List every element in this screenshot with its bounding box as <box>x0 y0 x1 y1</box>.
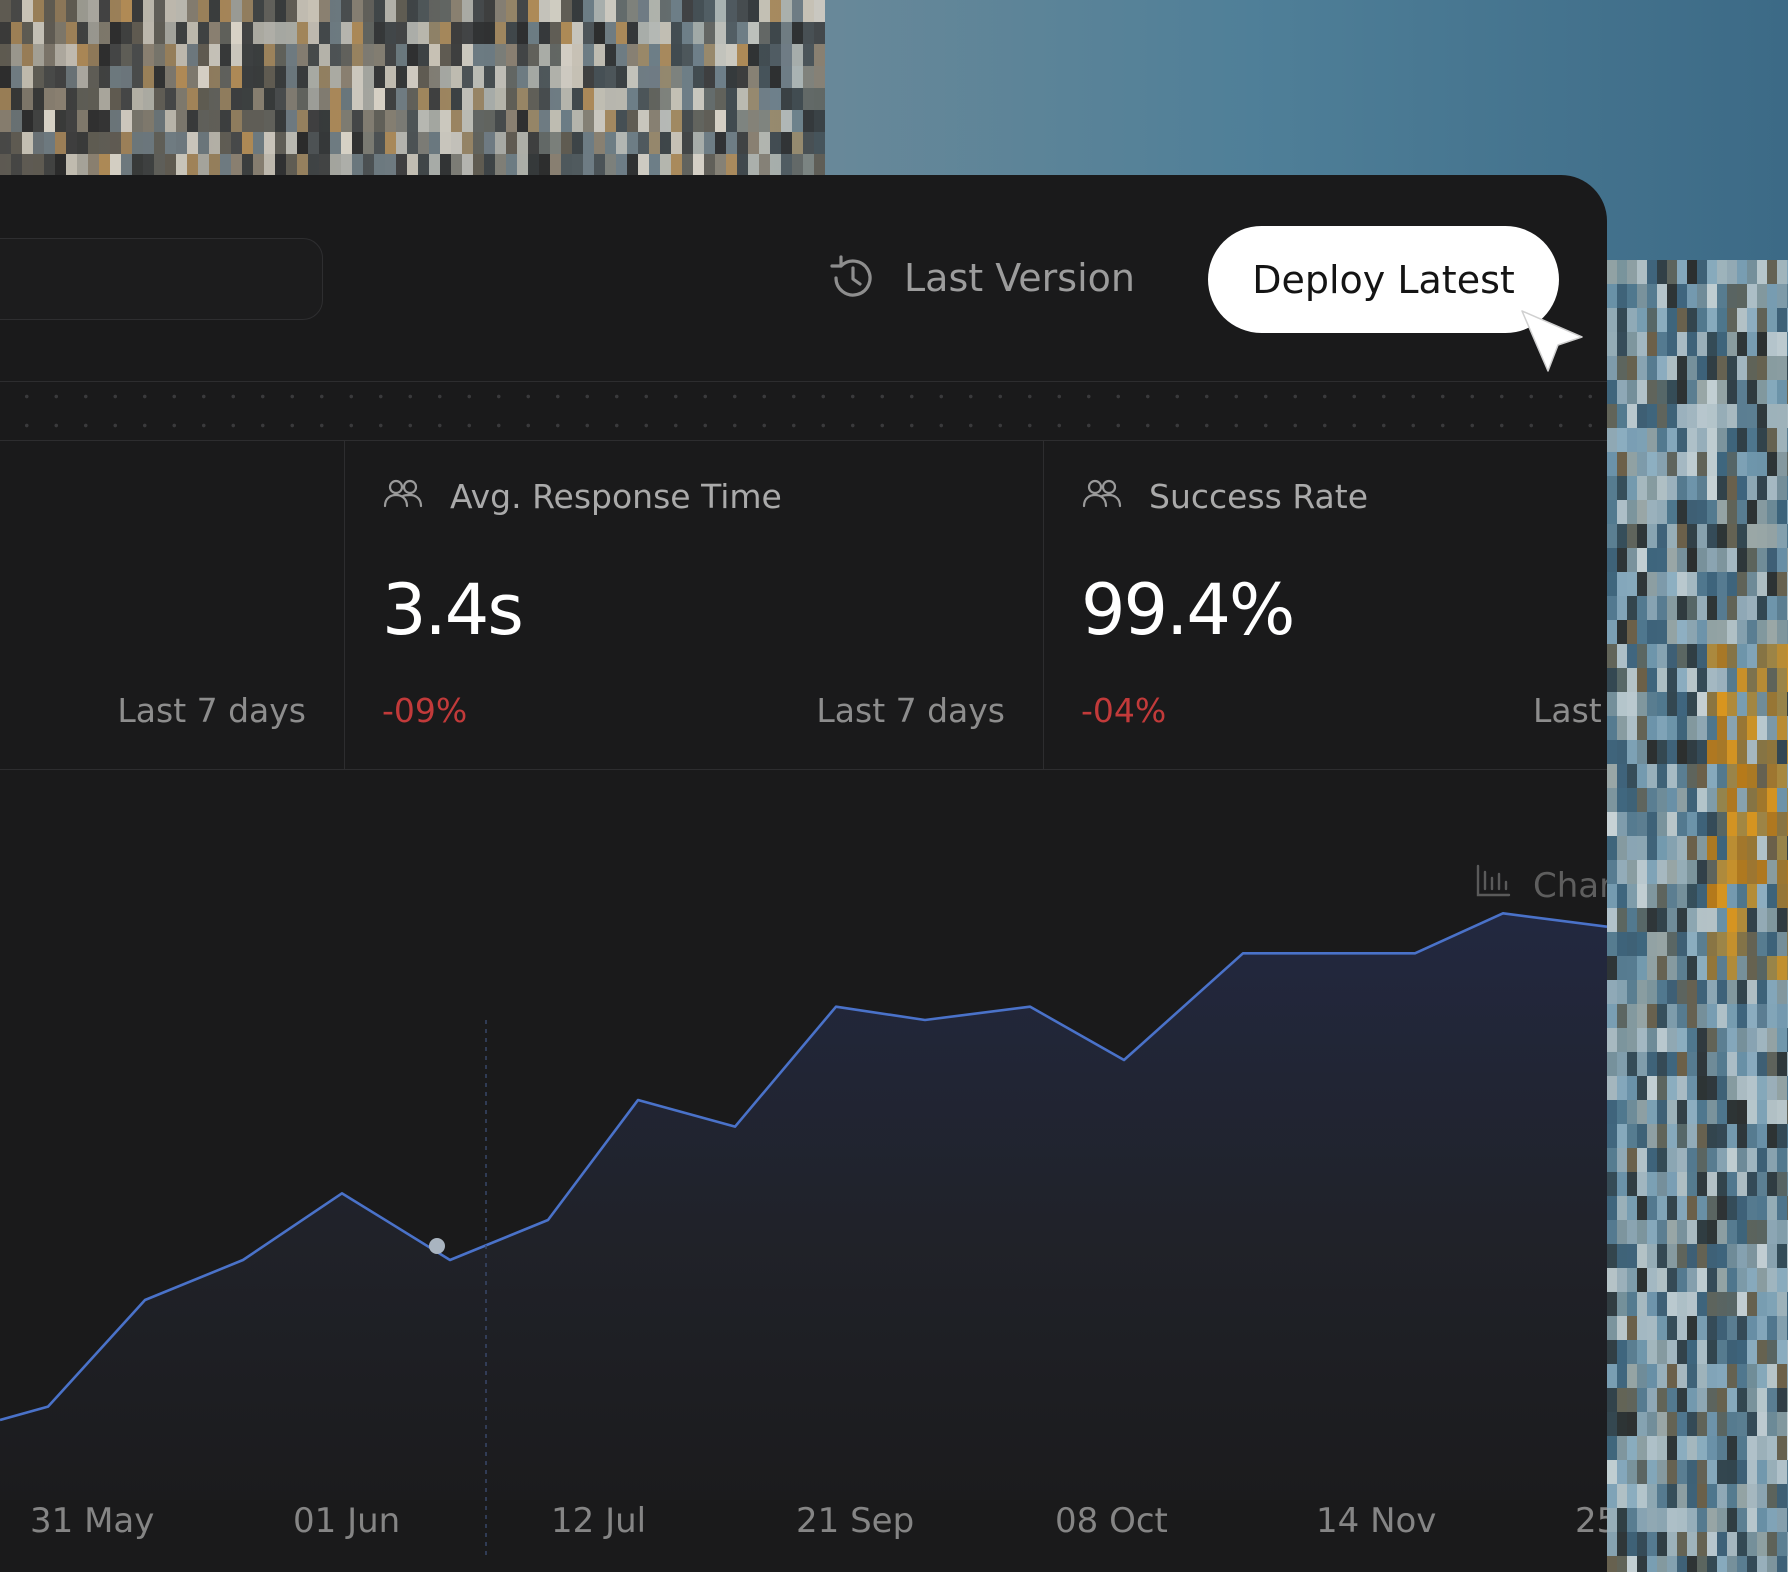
last-version-button[interactable]: Last Version <box>828 247 1135 309</box>
pointer-cursor-icon <box>1518 305 1588 379</box>
band-divider <box>0 440 1607 441</box>
panel-header: Last Version Deploy Latest <box>0 175 1607 381</box>
bar-chart-icon <box>1475 864 1511 907</box>
stat-title: Avg. Response Time <box>450 477 782 516</box>
data-point-highlight[interactable] <box>429 1238 445 1254</box>
users-icon <box>383 477 423 516</box>
header-divider <box>0 381 1607 382</box>
users-icon <box>1082 477 1122 516</box>
last-version-label: Last Version <box>904 256 1135 300</box>
stats-divider <box>0 769 1607 770</box>
x-tick-label: 21 Sep <box>796 1501 914 1541</box>
stat-card-success-rate: Success Rate 99.4% -04% Last 7 days <box>1044 441 1607 769</box>
search-input[interactable] <box>0 238 323 320</box>
stat-title: Success Rate <box>1149 477 1368 516</box>
series-area <box>0 913 1607 1500</box>
stat-period: Last 7 days <box>1533 691 1607 730</box>
series-line <box>0 912 1607 1422</box>
x-tick-label: 01 Jun <box>293 1501 400 1541</box>
chart-toggle-button[interactable]: Chart <box>1475 864 1607 907</box>
stat-card: Last 7 days <box>0 441 345 769</box>
stat-period: Last 7 days <box>816 691 1005 730</box>
history-icon <box>828 253 878 303</box>
stats-row: Last 7 days Avg. Response Time 3.4s -09%… <box>0 441 1607 769</box>
response-time-chart: 31 May 01 Jun 12 Jul 21 Sep 08 Oct 14 Nov 25 <box>0 912 1607 1560</box>
dashboard-panel: Last Version Deploy Latest Last 7 days <box>0 175 1607 1572</box>
dotted-divider <box>0 382 1607 440</box>
x-tick-label: 25 <box>1575 1501 1607 1541</box>
deploy-latest-button[interactable]: Deploy Latest <box>1208 226 1559 333</box>
stat-change: -04% <box>1081 691 1167 730</box>
x-tick-label: 14 Nov <box>1316 1501 1436 1541</box>
stat-change: -09% <box>382 691 468 730</box>
x-tick-label: 12 Jul <box>551 1501 646 1541</box>
stat-value: 99.4% <box>1081 569 1295 651</box>
x-tick-label: 31 May <box>30 1501 154 1541</box>
stat-card-response-time: Avg. Response Time 3.4s -09% Last 7 days <box>345 441 1044 769</box>
chart-toggle-label: Chart <box>1533 865 1607 906</box>
stat-period: Last 7 days <box>117 691 306 730</box>
x-tick-label: 08 Oct <box>1055 1501 1168 1541</box>
stat-value: 3.4s <box>382 569 524 651</box>
